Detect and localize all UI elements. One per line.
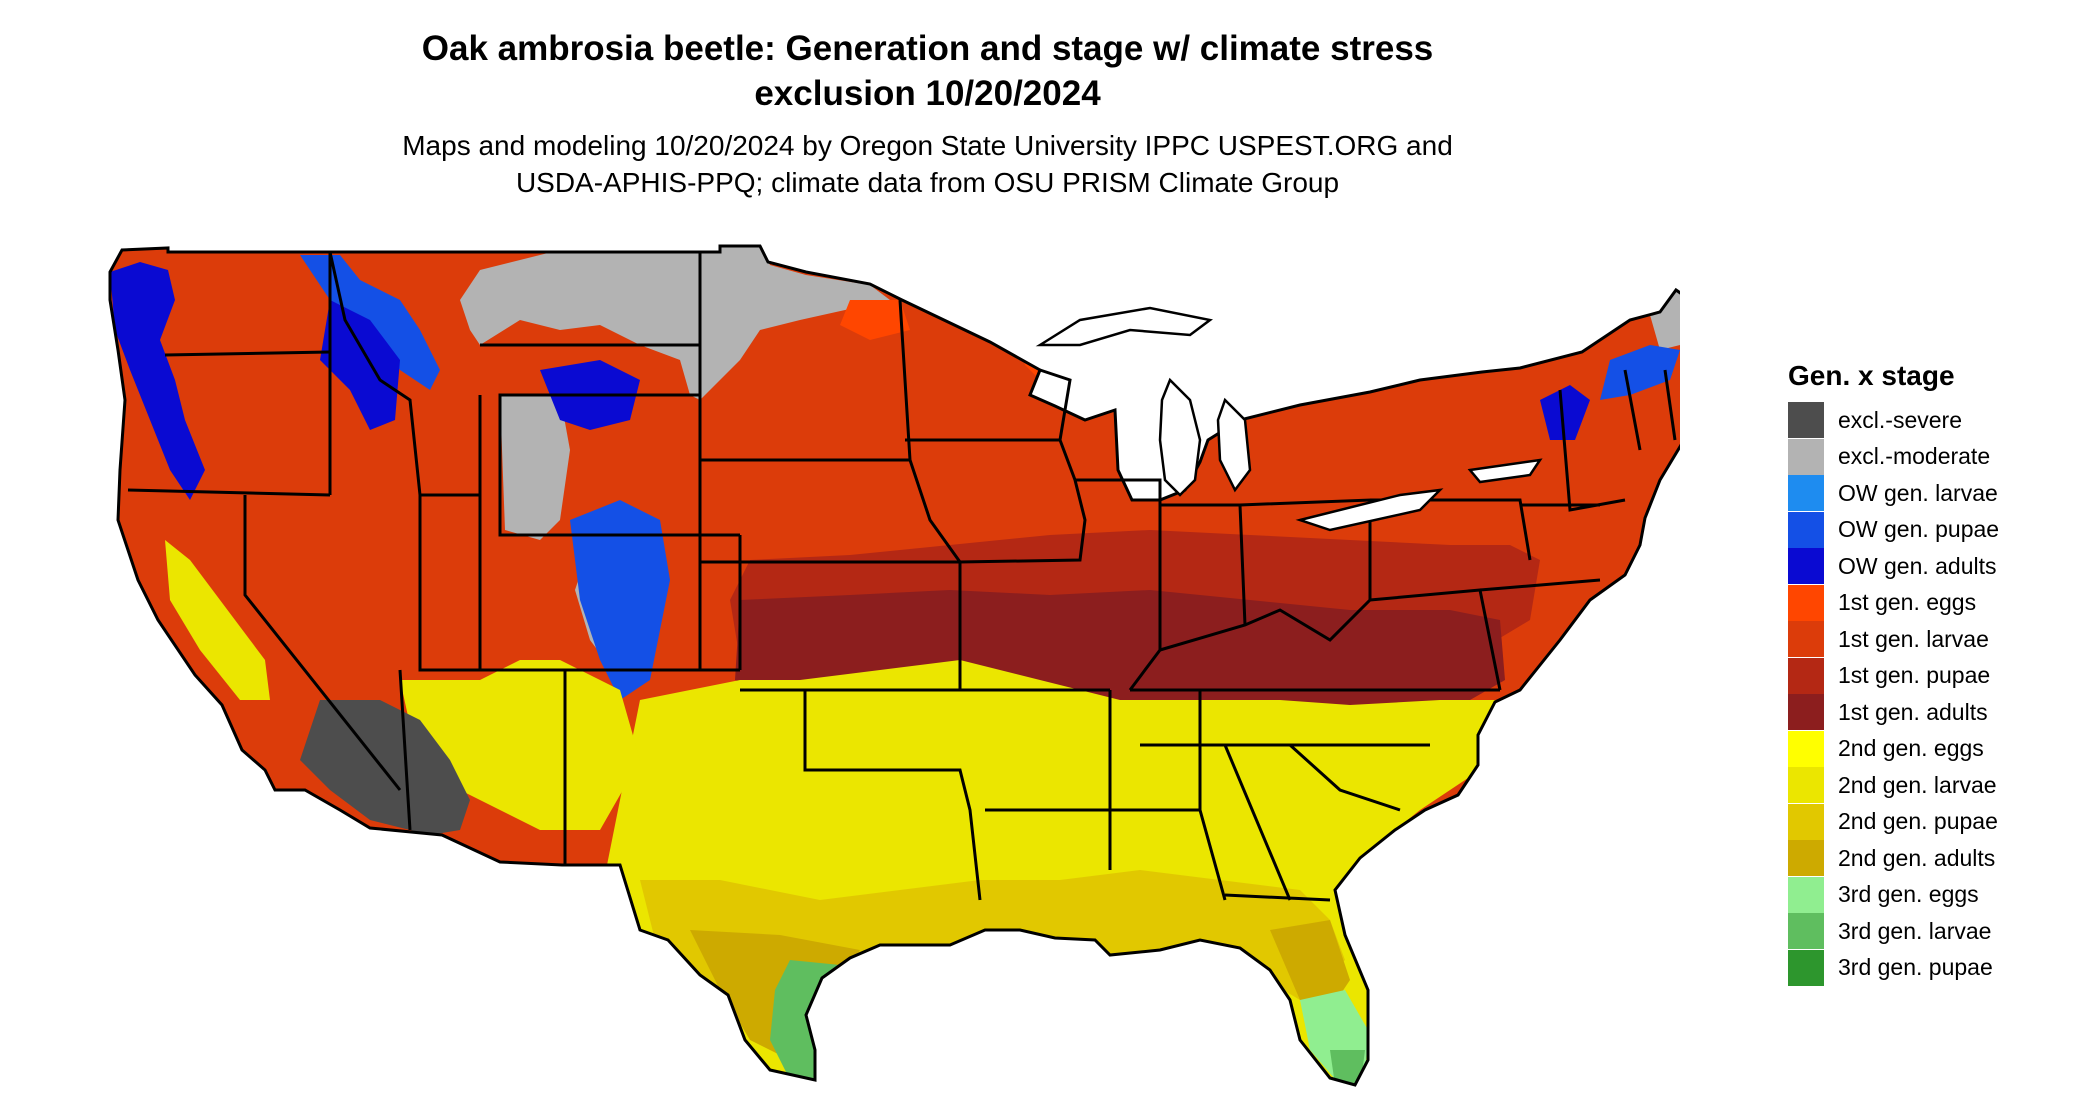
legend-item: 1st gen. larvae [1788,621,2088,658]
gen2-adults-florida [1270,920,1350,1010]
ow-adults-adirondacks [1540,385,1590,440]
legend-label: OW gen. adults [1838,552,1997,579]
legend-item: 2nd gen. pupae [1788,803,2088,841]
excl-moderate-northern-plains [460,246,890,400]
legend-swatch [1788,621,1824,658]
legend-label: OW gen. larvae [1838,479,1998,506]
ow-larvae-colorado [570,500,670,700]
legend-item: 2nd gen. eggs [1788,730,2088,768]
legend-label: 3rd gen. pupae [1838,954,1993,981]
legend-swatch [1788,402,1824,439]
legend-item: excl.-moderate [1788,438,2088,476]
legend-swatch [1788,803,1824,840]
gen1-eggs-great-plains-edge [840,300,910,340]
legend-label: 2nd gen. pupae [1838,808,1998,835]
legend-item: OW gen. adults [1788,548,2088,585]
legend-swatch [1788,840,1824,877]
ow-pupae-new-england [1600,345,1680,400]
lake-erie [1295,488,1444,532]
legend-label: excl.-severe [1838,406,1962,433]
map-subtitle-line-1: Maps and modeling 10/20/2024 by Oregon S… [402,130,1453,161]
legend-swatch [1788,511,1824,548]
legend-label: 1st gen. adults [1838,698,1988,725]
legend-item: 3rd gen. pupae [1788,949,2088,987]
legend-item: excl.-severe [1788,402,2088,439]
legend-item: OW gen. pupae [1788,511,2088,549]
state-borders [108,244,1680,1087]
legend-swatch [1788,730,1824,767]
legend-swatch [1788,913,1824,950]
legend-swatch [1788,584,1824,621]
excl-severe-sonoran-desert [300,700,470,835]
lake-michigan [1158,377,1202,497]
lake-superior [1035,306,1213,347]
legend-label: 3rd gen. larvae [1838,917,1992,944]
legend-label: 2nd gen. eggs [1838,735,1984,762]
conus-outline [108,244,1680,1087]
excl-moderate-wyoming [500,395,570,540]
legend-label: 1st gen. larvae [1838,625,1989,652]
legend-swatch [1788,475,1824,512]
legend-item: 3rd gen. eggs [1788,876,2088,914]
legend-swatch [1788,876,1824,913]
great-lakes [1035,306,1543,532]
legend-label: OW gen. pupae [1838,516,2000,543]
legend-item: 2nd gen. larvae [1788,767,2088,804]
legend-swatch [1788,548,1824,585]
map-title-line-2: exclusion 10/20/2024 [754,74,1101,113]
ow-adults-idaho [320,300,400,430]
legend-label: 3rd gen. eggs [1838,881,1979,908]
lake-ontario [1467,458,1543,484]
legend-items: excl.-severe excl.-moderate OW gen. larvae… [1788,402,2088,986]
legend-item: 1st gen. pupae [1788,657,2088,695]
legend-label: excl.-moderate [1838,443,1991,470]
legend-item: 1st gen. adults [1788,694,2088,731]
gen2-larvae-central-valley [165,540,270,700]
map-title-line-1: Oak ambrosia beetle: Generation and stag… [421,29,1434,68]
legend-label: 2nd gen. larvae [1838,771,1997,798]
legend-label: 1st gen. pupae [1838,662,1991,689]
legend-swatch [1788,438,1824,475]
lake-huron [1216,397,1252,493]
legend-item: 3rd gen. larvae [1788,913,2088,950]
legend-item: OW gen. larvae [1788,475,2088,512]
legend-swatch [1788,949,1824,986]
legend-title: Gen. x stage [1788,360,1955,391]
legend-swatch [1788,767,1824,804]
legend-item: 2nd gen. adults [1788,840,2088,877]
legend-swatch [1788,657,1824,694]
ow-adults-cascades [110,262,205,500]
legend-label: 1st gen. eggs [1838,589,1977,616]
us-generation-stage-map [108,244,1680,1087]
map-subtitle-line-2: USDA-APHIS-PPQ; climate data from OSU PR… [515,167,1340,198]
legend-item: 1st gen. eggs [1788,584,2088,622]
legend-swatch [1788,694,1824,731]
legend: Gen. x stage excl.-severe excl.-moderate O… [1788,356,2088,986]
legend-label: 2nd gen. adults [1838,844,1996,871]
